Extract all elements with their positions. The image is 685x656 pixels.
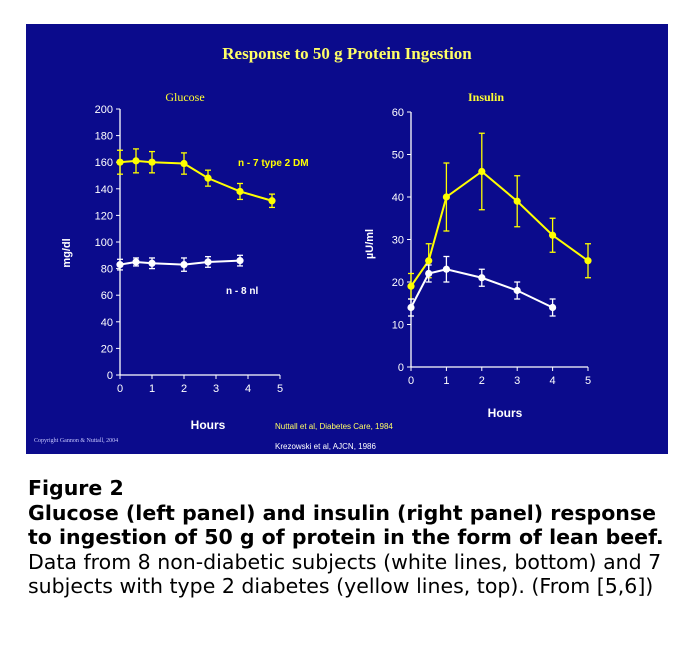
copyright-text: Copyright Gannon & Nuttall, 2004 — [34, 438, 118, 444]
insulin-ytick-label: 20 — [392, 277, 404, 289]
figure-label: Figure 2 — [28, 476, 124, 500]
insulin-series-normal-point — [407, 303, 415, 312]
glucose-ytick-label: 140 — [95, 184, 113, 196]
insulin-series-normal-point — [478, 274, 486, 282]
insulin-plot: 0 10 20 30 40 50 60 0 1 2 3 4 5 — [392, 107, 592, 387]
insulin-ytick-label: 50 — [392, 150, 404, 162]
glucose-ytick-label: 120 — [95, 210, 113, 222]
glucose-series-normal-point — [132, 258, 140, 266]
insulin-series-diabetes-point — [478, 167, 486, 176]
insulin-xtick-label: 0 — [408, 375, 414, 387]
insulin-series-diabetes-point — [513, 197, 521, 205]
slide-background — [26, 24, 668, 454]
diabetes-series-label: n - 7 type 2 DM — [238, 158, 309, 169]
insulin-series-diabetes-point — [425, 257, 433, 265]
glucose-ytick-label: 40 — [101, 317, 113, 329]
slide-title: Response to 50 g Protein Ingestion — [222, 44, 472, 63]
glucose-ytick-label: 80 — [101, 264, 113, 276]
insulin-series-normal-point — [425, 269, 433, 278]
glucose-series-diabetes-point — [236, 187, 244, 196]
glucose-xtick-label: 5 — [277, 383, 283, 395]
glucose-series-normal-point — [148, 259, 156, 267]
glucose-ytick-label: 60 — [101, 290, 113, 302]
insulin-xtick-label: 1 — [443, 375, 449, 387]
glucose-xlabel: Hours — [191, 418, 226, 432]
glucose-panel-title: Glucose — [165, 90, 204, 104]
glucose-ytick-label: 100 — [95, 237, 113, 249]
glucose-series-diabetes-point — [204, 174, 212, 182]
insulin-xtick-label: 4 — [550, 375, 556, 387]
insulin-panel-title: Insulin — [468, 90, 504, 104]
insulin-series-normal-point — [442, 265, 450, 273]
insulin-series-normal-line — [410, 268, 554, 309]
glucose-series-normal-point — [116, 261, 124, 269]
glucose-xtick-label: 0 — [117, 383, 123, 395]
insulin-xtick-label: 3 — [514, 375, 520, 387]
insulin-series-normal-point — [549, 303, 557, 312]
insulin-ytick-label: 30 — [392, 235, 404, 247]
glucose-plot: 0 20 40 60 80 100 120 140 160 180 200 0 1 2 3 4 5 — [95, 104, 283, 395]
caption-bold-text: Glucose (left panel) and insulin (right … — [28, 500, 664, 550]
insulin-xtick-label: 2 — [479, 375, 485, 387]
glucose-ytick-label: 0 — [107, 370, 113, 382]
insulin-ytick-label: 10 — [392, 320, 404, 332]
slide-image: Response to 50 g Protein Ingestion Gluco… — [26, 24, 668, 454]
insulin-xtick-label: 5 — [585, 375, 591, 387]
glucose-ytick-label: 160 — [95, 157, 113, 169]
insulin-series-normal-point — [513, 286, 521, 295]
glucose-ytick-label: 180 — [95, 131, 113, 143]
glucose-series-diabetes-point — [116, 158, 124, 166]
glucose-xtick-label: 1 — [149, 383, 155, 395]
glucose-series-diabetes-point — [180, 159, 188, 168]
glucose-ytick-label: 20 — [101, 343, 113, 355]
glucose-series-diabetes-point — [132, 157, 140, 165]
glucose-ytick-label: 200 — [95, 104, 113, 116]
citation-1: Nuttall et al, Diabetes Care, 1984 — [275, 422, 393, 431]
insulin-series-diabetes-point — [549, 231, 557, 239]
insulin-ytick-label: 60 — [392, 107, 404, 119]
figure-caption: Figure 2 Glucose (left panel) and insuli… — [28, 476, 668, 599]
glucose-series-normal-point — [180, 261, 188, 269]
caption-body-text: Data from 8 non-diabetic subjects (white… — [28, 549, 662, 599]
insulin-ylabel: µU/ml — [364, 229, 376, 259]
glucose-xtick-label: 4 — [245, 383, 251, 395]
insulin-ytick-label: 40 — [392, 192, 404, 204]
glucose-xtick-label: 2 — [181, 383, 187, 395]
glucose-series-diabetes-point — [268, 197, 276, 205]
glucose-ylabel: mg/dl — [61, 238, 73, 267]
glucose-series-normal-point — [236, 257, 244, 265]
insulin-series-diabetes-point — [584, 257, 592, 265]
glucose-series-diabetes-point — [148, 158, 156, 166]
glucose-xtick-label: 3 — [213, 383, 219, 395]
insulin-series-diabetes-point — [442, 193, 450, 201]
insulin-ytick-label: 0 — [398, 362, 404, 374]
insulin-xlabel: Hours — [488, 406, 523, 420]
citation-2: Krezowski et al, AJCN, 1986 — [275, 442, 376, 451]
normal-series-label: n - 8 nl — [226, 286, 258, 297]
insulin-series-diabetes-point — [407, 282, 415, 290]
glucose-series-normal-point — [204, 258, 212, 266]
